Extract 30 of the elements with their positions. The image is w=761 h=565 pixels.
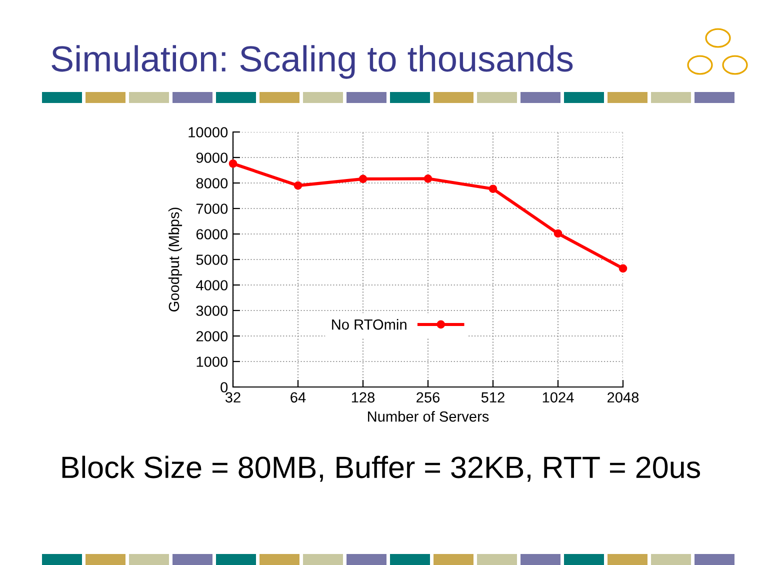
x-tick-label: 256 <box>416 392 440 403</box>
y-tick-label: 10000 <box>188 127 228 138</box>
text: Block Size = 80MB, Buffer = 32KB, RTT = 20us <box>62 456 700 482</box>
point <box>294 181 302 190</box>
x-tick-label: 32 <box>225 392 240 403</box>
x-tick-label: 2048 <box>608 392 639 403</box>
x-tick-label: 128 <box>352 392 375 403</box>
point <box>228 159 238 168</box>
y-tick-label: 1000 <box>196 356 228 367</box>
y-tick-label: 6000 <box>196 229 228 240</box>
point <box>554 229 562 238</box>
x-tick-label: 64 <box>290 392 306 403</box>
y-tick-label: 0 <box>220 382 228 392</box>
point <box>358 174 368 184</box>
x-tick-label: 512 <box>481 392 504 403</box>
chart-title: Simulation: Scaling to thousands <box>52 45 573 79</box>
x-axis-title: Number of Servers <box>368 411 489 422</box>
y-tick-label: 4000 <box>196 280 228 290</box>
point <box>424 174 432 183</box>
y-axis-title: Goodput (Mbps) <box>168 208 182 312</box>
y-tick-label: 5000 <box>196 254 228 265</box>
point <box>618 264 628 273</box>
y-tick-label: 2000 <box>196 331 228 342</box>
y-tick-label: 8000 <box>196 178 228 188</box>
y-tick-label: 3000 <box>196 306 228 316</box>
y-tick-label: 7000 <box>196 204 228 214</box>
y-tick-label: 9000 <box>196 152 228 163</box>
point <box>488 184 498 194</box>
x-tick-label: 1024 <box>542 392 574 403</box>
legend-label: No RTOmin <box>332 319 406 330</box>
